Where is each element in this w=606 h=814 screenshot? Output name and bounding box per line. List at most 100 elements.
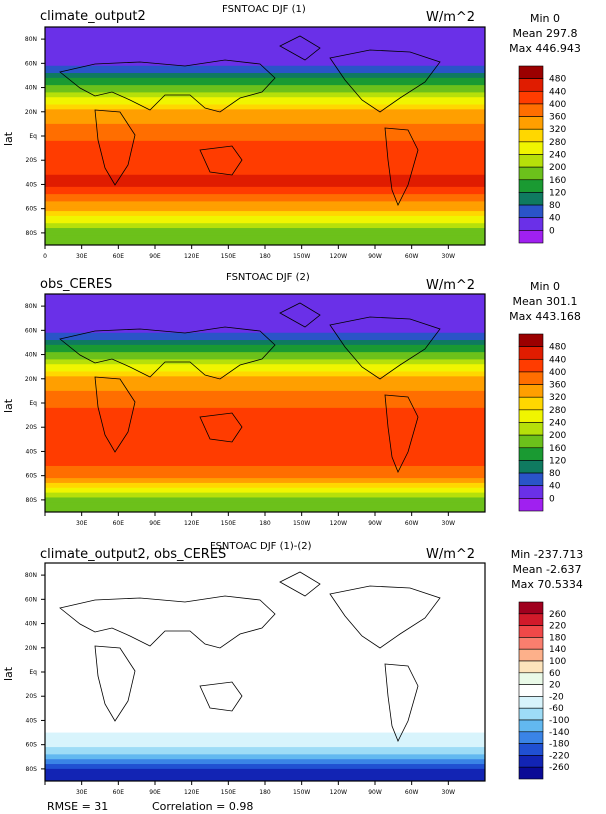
- zonal-band: [45, 68, 485, 72]
- colorbar-label: 0: [549, 494, 555, 504]
- zonal-band: [45, 722, 485, 726]
- zonal-band: [45, 613, 485, 617]
- zonal-band: [45, 323, 485, 327]
- zonal-band: [45, 688, 485, 692]
- zonal-band: [45, 75, 485, 79]
- zonal-band: [45, 410, 485, 414]
- zonal-band: [45, 633, 485, 637]
- zonal-band: [45, 131, 485, 135]
- colorbar-swatch: [518, 128, 544, 143]
- coastline: [94, 645, 136, 722]
- zonal-band: [45, 458, 485, 462]
- zonal-band: [45, 652, 485, 656]
- colorbar-swatch: [518, 154, 544, 168]
- zonal-band: [45, 133, 485, 137]
- zonal-band: [45, 487, 485, 491]
- xtick-label: 60E: [113, 253, 125, 260]
- zonal-band: [45, 140, 485, 144]
- zonal-band: [45, 366, 485, 370]
- colorbar-label: 260: [549, 610, 566, 620]
- colorbar-label: 440: [549, 87, 566, 97]
- zonal-band: [45, 381, 485, 385]
- coastline: [384, 394, 419, 473]
- zonal-band: [45, 160, 485, 164]
- colorbar-swatch: [518, 696, 544, 709]
- zonal-band: [45, 470, 485, 474]
- zonal-band: [45, 123, 485, 127]
- colorbar-swatch: [518, 230, 544, 244]
- zonal-band: [45, 630, 485, 634]
- panel3-coastlines: [59, 571, 441, 742]
- xtick-label: 90E: [149, 789, 161, 796]
- colorbar-swatch: [518, 204, 544, 219]
- zonal-band: [45, 152, 485, 156]
- zonal-band: [45, 572, 485, 576]
- zonal-band: [45, 361, 485, 365]
- ytick-label: 20S: [26, 424, 38, 431]
- colorbar-label: -100: [549, 716, 570, 726]
- zonal-band: [45, 145, 485, 149]
- zonal-band: [45, 441, 485, 445]
- xtick-label: 120E: [184, 789, 199, 796]
- zonal-band: [45, 383, 485, 387]
- zonal-band: [45, 432, 485, 436]
- zonal-band: [45, 718, 485, 722]
- zonal-band: [45, 509, 485, 512]
- zonal-band: [45, 599, 485, 603]
- zonal-band: [45, 734, 485, 738]
- ytick-label: 80N: [25, 303, 37, 310]
- xtick-label: 120E: [184, 520, 199, 527]
- colorbar-swatch: [518, 358, 544, 373]
- xtick-label: 30W: [442, 253, 456, 260]
- zonal-band: [45, 138, 485, 142]
- zonal-band: [45, 82, 485, 86]
- zonal-band: [45, 371, 485, 375]
- zonal-band: [45, 313, 485, 317]
- zonal-band: [45, 655, 485, 659]
- zonal-band: [45, 742, 485, 746]
- zonal-band: [45, 315, 485, 319]
- zonal-band: [45, 386, 485, 390]
- coastline: [59, 59, 276, 113]
- zonal-band: [45, 388, 485, 392]
- colorbar-swatch: [518, 648, 544, 662]
- panel1-units: W/m^2: [426, 10, 476, 25]
- zonal-band: [45, 628, 485, 632]
- xtick-label: 90E: [149, 253, 161, 260]
- colorbar-swatch: [518, 707, 544, 721]
- panel1-coastlines: [59, 35, 441, 206]
- ytick-label: 60N: [25, 327, 37, 334]
- colorbar-label: 80: [549, 469, 561, 479]
- zonal-band: [45, 596, 485, 600]
- zonal-band: [45, 739, 485, 743]
- zonal-band: [45, 725, 485, 729]
- zonal-band: [45, 713, 485, 717]
- zonal-band: [45, 759, 485, 763]
- ytick-label: Eq: [29, 669, 37, 676]
- zonal-band: [45, 419, 485, 423]
- colorbar-label: 160: [549, 176, 566, 186]
- colorbar-swatch: [518, 660, 544, 674]
- zonal-band: [45, 347, 485, 351]
- zonal-band: [45, 53, 485, 57]
- zonal-band: [45, 584, 485, 588]
- panel1-left-title: climate_output2: [40, 9, 146, 24]
- zonal-band: [45, 616, 485, 620]
- colorbar-label: 240: [549, 419, 566, 429]
- colorbar-label: 40: [549, 482, 561, 492]
- coastline: [384, 127, 419, 206]
- xtick-label: 30E: [76, 789, 88, 796]
- zonal-band: [45, 737, 485, 741]
- ytick-label: 40S: [26, 717, 38, 724]
- colorbar-swatch: [518, 141, 544, 155]
- zonal-band: [45, 449, 485, 453]
- zonal-band: [45, 232, 485, 236]
- zonal-band: [45, 429, 485, 433]
- zonal-band: [45, 155, 485, 159]
- zonal-band: [45, 499, 485, 503]
- xtick-label: 60W: [405, 253, 419, 260]
- colorbar-swatch: [518, 719, 544, 733]
- zonal-band: [45, 342, 485, 346]
- zonal-band: [45, 39, 485, 43]
